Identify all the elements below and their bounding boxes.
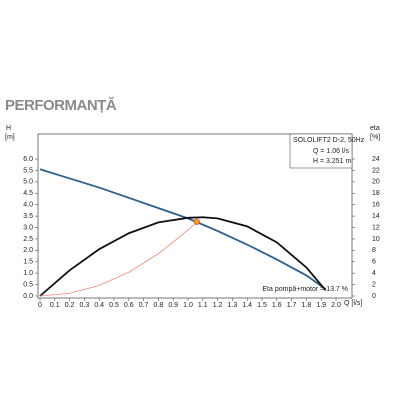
y2-tick-label: 14 — [372, 213, 380, 220]
y-tick-label: 0.5 — [23, 281, 33, 288]
y2-tick-label: 0 — [372, 293, 376, 300]
x-tick-label: 0.4 — [94, 302, 104, 309]
x-tick-label: 2.0 — [331, 302, 341, 309]
operating-point — [193, 218, 200, 225]
y2-tick-label: 20 — [372, 179, 380, 186]
x-tick-label: 0.8 — [154, 302, 164, 309]
y-axis-label: H — [6, 125, 11, 132]
x-tick-label: 1.7 — [287, 302, 297, 309]
x-tick-label: 0.7 — [139, 302, 149, 309]
y2-tick-label: 18 — [372, 190, 380, 197]
y-tick-label: 4.0 — [23, 202, 33, 209]
info-text: SOLOLIFT2 D-2, 50Hz — [293, 137, 365, 144]
x-tick-label: 0.3 — [80, 302, 90, 309]
x-tick-label: 1.4 — [242, 302, 252, 309]
y2-tick-label: 6 — [372, 259, 376, 266]
x-tick-label: 0.9 — [168, 302, 178, 309]
curve — [39, 221, 198, 297]
x-tick-label: 0 — [38, 302, 42, 309]
curve — [39, 216, 327, 297]
y-tick-label: 3.0 — [23, 224, 33, 231]
y-tick-label: 4.5 — [23, 190, 33, 197]
y2-axis-unit: [%] — [370, 134, 380, 141]
y-tick-label: 3.5 — [23, 213, 33, 220]
x-tick-label: 1.5 — [257, 302, 267, 309]
x-tick-label: 0.6 — [124, 302, 134, 309]
y-tick-label: 5.5 — [23, 167, 33, 174]
y2-tick-label: 12 — [372, 224, 380, 231]
x-tick-label: 0.1 — [50, 302, 60, 309]
y-tick-label: 2.0 — [23, 247, 33, 254]
y-tick-label: 6.0 — [23, 156, 33, 163]
x-tick-label: 1.6 — [272, 302, 282, 309]
x-tick-label: 1.0 — [183, 302, 193, 309]
x-tick-label: 1.1 — [198, 302, 208, 309]
y-tick-label: 5.0 — [23, 179, 33, 186]
x-tick-label: 1.9 — [316, 302, 326, 309]
x-axis-label: Q [l/s] — [344, 300, 362, 307]
x-tick-label: 1.3 — [228, 302, 238, 309]
y2-tick-label: 10 — [372, 236, 380, 243]
chart-title: PERFORMANȚĂ — [5, 97, 117, 114]
info-text: H = 3.251 m — [313, 158, 351, 165]
y2-tick-label: 24 — [372, 156, 380, 163]
y2-tick-label: 8 — [372, 247, 376, 254]
y-tick-label: 2.5 — [23, 236, 33, 243]
annotation: Eta pompă+motor = 13.7 % — [262, 286, 348, 293]
y2-tick-label: 16 — [372, 202, 380, 209]
y-axis-unit: [m] — [5, 134, 15, 141]
y-tick-label: 1.0 — [23, 270, 33, 277]
y-tick-label: 0.0 — [23, 293, 33, 300]
x-tick-label: 0.5 — [109, 302, 119, 309]
info-text: Q = 1.06 l/s — [313, 148, 349, 155]
x-tick-label: 1.8 — [302, 302, 312, 309]
x-tick-label: 0.2 — [65, 302, 75, 309]
curve — [39, 168, 327, 290]
x-tick-label: 1.2 — [213, 302, 223, 309]
y2-axis-label: eta — [370, 125, 380, 132]
info-box — [289, 133, 353, 169]
y2-tick-label: 22 — [372, 167, 380, 174]
y2-tick-label: 4 — [372, 270, 376, 277]
y-tick-label: 1.5 — [23, 259, 33, 266]
y2-tick-label: 2 — [372, 281, 376, 288]
